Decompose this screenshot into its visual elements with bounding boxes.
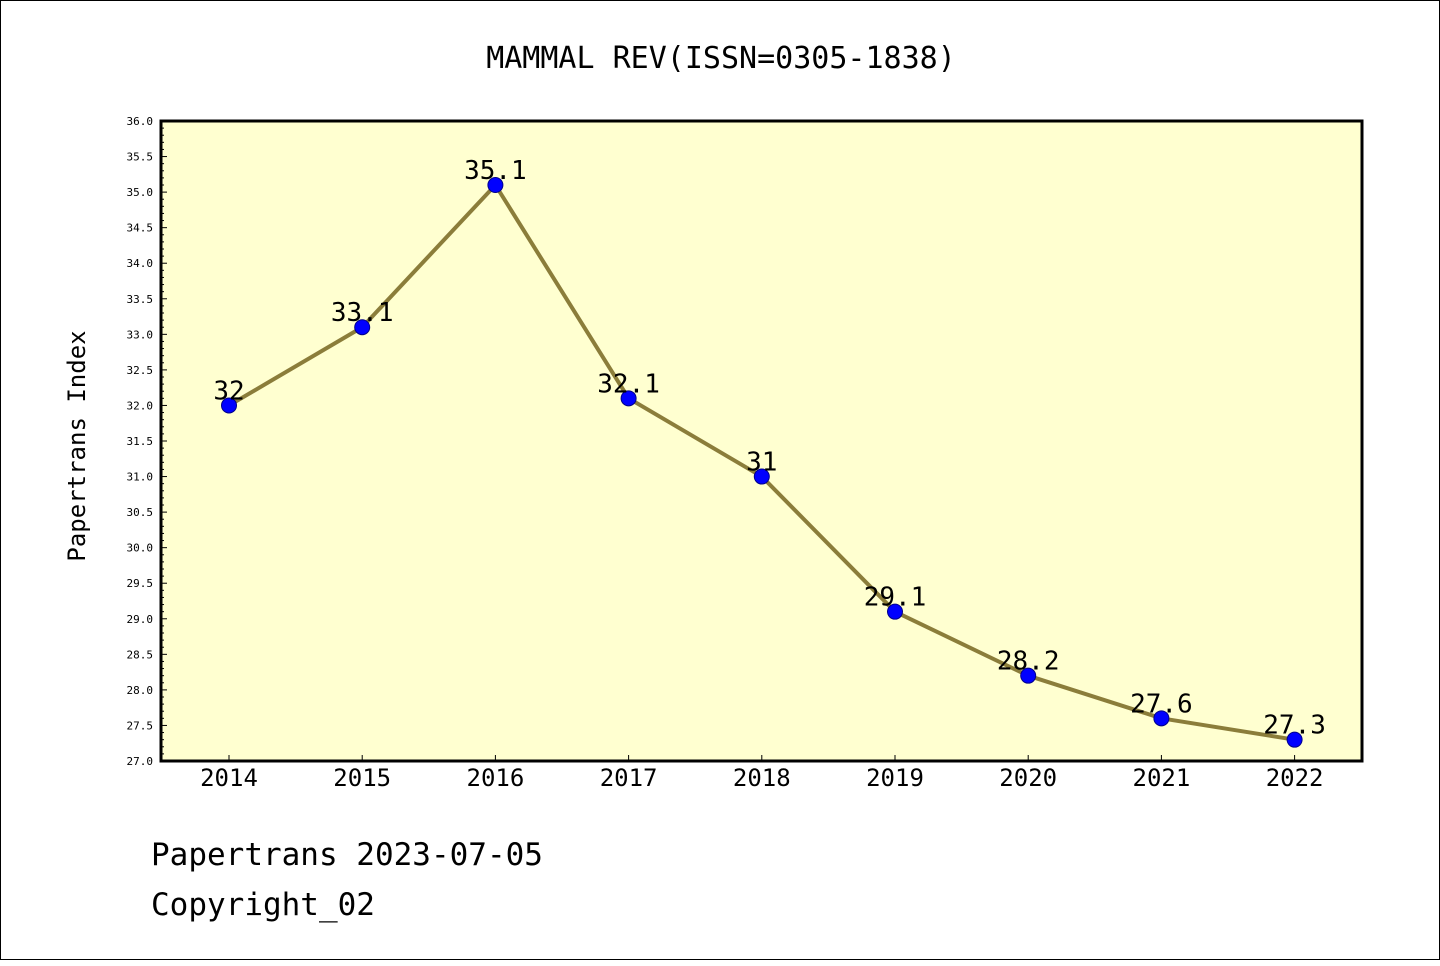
x-tick-label: 2020 [999, 764, 1057, 792]
x-tick-label: 2022 [1266, 764, 1324, 792]
y-tick-label: 35.0 [127, 186, 154, 199]
data-label: 32 [213, 376, 244, 406]
data-label: 28.2 [997, 647, 1060, 677]
x-tick-label: 2017 [600, 764, 658, 792]
y-axis-label: Papertrans Index [63, 330, 91, 561]
chart-title: MAMMAL REV(ISSN=0305-1838) [486, 41, 956, 76]
y-tick-label: 27.0 [127, 755, 154, 768]
x-tick-label: 2021 [1133, 764, 1191, 792]
y-tick-label: 34.0 [127, 257, 154, 270]
y-axis-ticks: 27.0 27.5 28.0 28.5 29.0 29.5 30.0 30.5 31.0 31.5… [127, 115, 167, 768]
data-point-marker [620, 390, 637, 407]
data-point-marker [887, 603, 903, 620]
data-label: 31 [746, 448, 777, 478]
data-label: 35.1 [464, 156, 527, 186]
y-tick-label: 29.5 [127, 577, 154, 590]
series-group [221, 177, 1303, 748]
y-tick-label: 31.5 [127, 435, 154, 448]
x-tick-label: 2016 [467, 764, 525, 792]
y-tick-label: 30.0 [127, 542, 154, 555]
x-axis-ticks: 2014 2015 2016 2017 2018 2019 2020 2021 2022 [200, 755, 1323, 792]
footer-copyright-text: Copyright_02 [151, 887, 375, 923]
data-label: 29.1 [864, 583, 927, 613]
data-label: 32.1 [597, 369, 660, 399]
y-tick-label: 31.0 [127, 471, 154, 484]
y-tick-label: 30.5 [127, 506, 154, 519]
data-label: 27.6 [1130, 689, 1193, 719]
y-tick-label: 29.0 [127, 613, 154, 626]
y-tick-label: 33.0 [127, 328, 154, 341]
data-point-marker [1286, 731, 1303, 748]
data-point-marker [354, 319, 371, 336]
y-tick-label: 28.5 [127, 648, 154, 661]
data-label: 33.1 [331, 298, 394, 328]
data-label: 27.3 [1263, 711, 1326, 741]
data-point-marker [753, 468, 770, 485]
x-tick-label: 2018 [733, 764, 791, 792]
plot-area [159, 119, 1364, 763]
data-point-marker [1153, 710, 1170, 727]
x-tick-label: 2015 [333, 764, 391, 792]
x-tick-label: 2019 [866, 764, 924, 792]
y-tick-label: 32.0 [127, 399, 154, 412]
y-tick-label: 35.5 [127, 151, 154, 164]
y-tick-label: 33.5 [127, 293, 154, 306]
data-point-marker [221, 397, 237, 414]
y-tick-label: 28.0 [127, 684, 154, 697]
data-labels-group: 32 33.1 35.1 32.1 31 29.1 28.2 27.6 27.3 [213, 156, 1326, 741]
y-tick-label: 36.0 [127, 115, 154, 128]
y-tick-label: 34.5 [127, 222, 154, 235]
y-tick-label: 27.5 [127, 719, 154, 732]
footer-date-text: Papertrans 2023-07-05 [151, 837, 543, 873]
data-point-marker [1020, 667, 1037, 684]
x-tick-label: 2014 [200, 764, 258, 792]
data-point-marker [487, 177, 504, 193]
y-tick-label: 32.5 [127, 364, 154, 377]
